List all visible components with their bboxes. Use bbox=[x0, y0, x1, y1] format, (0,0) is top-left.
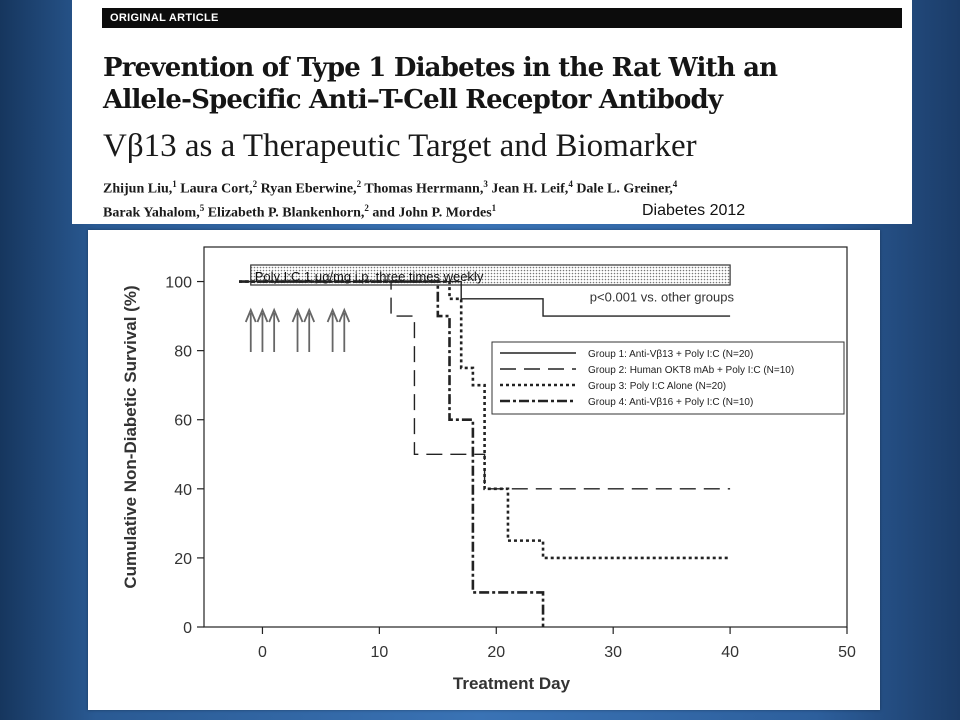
injection-arrow-head bbox=[326, 307, 339, 323]
author-affiliation: 2 bbox=[252, 179, 258, 189]
y-tick-label: 40 bbox=[174, 482, 192, 499]
injection-arrow-head bbox=[303, 307, 316, 323]
author-affiliation: 1 bbox=[172, 179, 177, 189]
injection-arrow-head bbox=[338, 307, 351, 323]
legend-box bbox=[491, 341, 845, 415]
x-tick-label: 20 bbox=[487, 644, 505, 661]
x-tick-label: 10 bbox=[370, 644, 388, 661]
y-tick-label: 60 bbox=[174, 413, 192, 430]
x-axis-label: Treatment Day bbox=[453, 674, 571, 693]
x-tick-label: 50 bbox=[838, 644, 856, 661]
author-name: Thomas Herrmann, bbox=[364, 181, 484, 197]
section-banner: ORIGINAL ARTICLE bbox=[102, 8, 902, 28]
article-header: ORIGINAL ARTICLE Prevention of Type 1 Di… bbox=[72, 0, 912, 224]
series-line-group-2 bbox=[239, 280, 731, 490]
y-tick-label: 0 bbox=[183, 620, 192, 637]
author-affiliation: 4 bbox=[568, 179, 573, 189]
author-name: Elizabeth P. Blankenhorn, bbox=[207, 205, 365, 221]
y-tick-label: 20 bbox=[174, 551, 192, 568]
author-name: Dale L. Greiner, bbox=[576, 181, 673, 197]
x-tick-label: 30 bbox=[604, 644, 622, 661]
x-tick-label: 0 bbox=[258, 644, 267, 661]
y-axis-label: Cumulative Non-Diabetic Survival (%) bbox=[121, 285, 140, 588]
series-line-group-3 bbox=[239, 280, 731, 560]
author-name: and John P. Mordes bbox=[372, 205, 492, 221]
injection-arrow-head bbox=[268, 307, 280, 323]
article-subtitle: Vβ13 as a Therapeutic Target and Biomark… bbox=[103, 128, 697, 164]
author-name: Ryan Eberwine, bbox=[260, 181, 357, 197]
injection-arrow-head bbox=[291, 307, 304, 323]
author-name: Laura Cort, bbox=[180, 181, 253, 197]
y-tick-label: 100 bbox=[165, 275, 192, 292]
article-title: Prevention of Type 1 Diabetes in the Rat… bbox=[103, 53, 778, 115]
p-value-annotation: p<0.001 vs. other groups bbox=[590, 290, 735, 305]
author-affiliation: 2 bbox=[356, 179, 362, 189]
x-tick-label: 40 bbox=[721, 644, 739, 661]
journal-citation: Diabetes 2012 bbox=[642, 202, 746, 219]
author-affiliation: 3 bbox=[483, 179, 488, 189]
survival-figure: 0 10 20 30 40 50 0 20 40 60 80 100 Treatment Day Cumu… bbox=[88, 230, 880, 710]
author-list: Zhijun Liu,1 Laura Cort,2 Ryan Eberwine,… bbox=[103, 175, 863, 222]
author-affiliation: 4 bbox=[672, 179, 678, 189]
y-tick-label: 80 bbox=[174, 344, 192, 361]
author-affiliation: 2 bbox=[364, 202, 369, 213]
survival-chart: 0 10 20 30 40 50 0 20 40 60 80 100 Treatment Day Cumu… bbox=[121, 246, 856, 693]
author-name: Jean H. Leif, bbox=[491, 181, 569, 197]
legend-entry: Group 3: Poly I:C Alone (N=20) bbox=[588, 381, 726, 392]
legend-entry: Group 2: Human OKT8 mAb + Poly I:C (N=10… bbox=[588, 365, 794, 376]
legend-entry: Group 1: Anti-Vβ13 + Poly I:C (N=20) bbox=[588, 349, 753, 360]
legend-entry: Group 4: Anti-Vβ16 + Poly I:C (N=10) bbox=[588, 397, 753, 408]
injection-arrow-head bbox=[256, 307, 269, 323]
author-name: Zhijun Liu, bbox=[103, 181, 173, 197]
plot-frame bbox=[203, 246, 848, 628]
author-name: Barak Yahalom, bbox=[103, 205, 200, 221]
injection-arrow-head bbox=[244, 307, 257, 323]
series-line-group-4 bbox=[239, 280, 545, 627]
author-affiliation: 1 bbox=[491, 202, 497, 213]
treatment-bar bbox=[250, 264, 731, 286]
author-affiliation: 5 bbox=[199, 202, 205, 213]
